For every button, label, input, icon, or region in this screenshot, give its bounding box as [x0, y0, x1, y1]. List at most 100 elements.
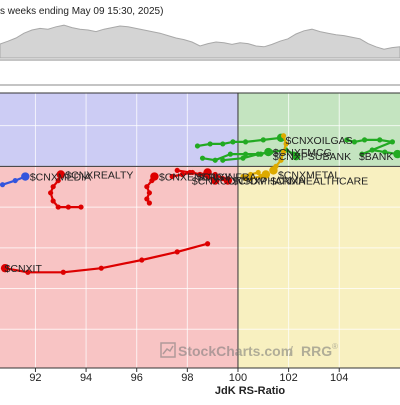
x-axis: 92 94 96 98 100 102 104	[29, 368, 348, 384]
center-lines	[0, 92, 400, 369]
series-trail	[0, 241, 211, 275]
series-point	[146, 200, 152, 206]
series-point	[187, 169, 193, 176]
series-point	[369, 147, 375, 153]
series-head-point	[223, 176, 233, 185]
series-point	[179, 171, 185, 178]
series-head-point	[393, 149, 400, 159]
series-trail	[0, 172, 30, 188]
series-point	[55, 177, 61, 184]
series-point	[230, 139, 236, 145]
quadrant-lagging	[0, 166, 238, 368]
series-labels: $CNXMEDIA$CNXREALTY $CNXIT $CNXOILGAS$CNXF…	[5, 135, 394, 275]
series-point	[361, 137, 368, 143]
series-head-point	[0, 263, 10, 273]
series-point	[146, 190, 152, 196]
series-trail	[194, 133, 286, 149]
series-point	[98, 265, 104, 271]
series-label: $CNXFMCG	[273, 147, 332, 159]
series-point	[194, 143, 201, 149]
series-label: $BANK	[359, 151, 393, 163]
benchmark-overview: s weeks ending May 09 15:30, 2025)	[0, 0, 400, 86]
series-head-point	[150, 172, 159, 181]
series-point	[144, 184, 150, 190]
series-head-point	[269, 166, 278, 175]
series-label: $CNXREALTY	[65, 169, 133, 181]
series-head-point	[56, 170, 65, 179]
x-axis-label: JdK RS-Ratio	[215, 385, 286, 397]
series-point	[212, 171, 218, 178]
stockcharts-logo-icon-line	[162, 345, 174, 355]
x-tick-label: 100	[229, 372, 247, 384]
watermark-product: RRG	[301, 343, 332, 359]
x-tick-label: 96	[131, 372, 143, 384]
series-label: $CNXOILGAS	[286, 135, 353, 147]
series-trail	[344, 137, 400, 159]
series-point	[248, 175, 254, 182]
series-point	[280, 149, 287, 155]
stockcharts-logo-icon	[160, 342, 176, 358]
x-tick-label: 104	[330, 372, 348, 384]
series-point	[12, 177, 18, 184]
series-point	[78, 204, 84, 210]
overview-area	[0, 24, 400, 59]
series-point	[144, 196, 150, 202]
series-point	[48, 190, 54, 196]
watermark-registered: ®	[332, 342, 338, 351]
series-label: $CNXPSUBANK	[273, 151, 351, 163]
series-point	[240, 155, 246, 161]
series-head-point	[210, 176, 220, 185]
series-point	[25, 269, 31, 275]
series-point	[204, 241, 211, 247]
series-point	[139, 257, 145, 263]
series-label: $CNXHEALTHCARE	[270, 176, 368, 188]
x-tick-label: 98	[181, 372, 193, 384]
series-point	[389, 139, 396, 145]
series-point	[283, 141, 289, 147]
x-tick-label: 94	[80, 372, 92, 384]
series-point	[55, 204, 61, 210]
series-point	[169, 173, 175, 180]
watermark: StockCharts.com / RRG ®	[160, 342, 338, 359]
series-label: $CNXINFRA	[197, 172, 257, 184]
series-label: $CNXPHARMA	[232, 176, 305, 188]
watermark-separator: /	[289, 343, 293, 359]
series-point	[0, 182, 6, 188]
series-label: $CNXCONSUM	[192, 176, 267, 188]
series-point	[174, 249, 180, 255]
series-point	[204, 173, 211, 180]
series-trail	[240, 169, 271, 182]
series-point	[377, 137, 383, 143]
watermark-brand: StockCharts.com	[178, 343, 293, 359]
series-point	[280, 133, 287, 139]
series-trail	[144, 172, 159, 206]
quadrant-improving	[0, 93, 238, 167]
series-point	[248, 171, 254, 178]
series-point	[344, 137, 350, 143]
series-point	[50, 198, 56, 204]
series-trail	[174, 167, 220, 185]
series-point	[278, 157, 284, 163]
series-point	[50, 184, 56, 190]
series-point	[351, 139, 358, 145]
rotation-trails	[0, 133, 400, 275]
chart-subtitle: s weeks ending May 09 15:30, 2025)	[0, 6, 163, 17]
series-label: $CNXENERGY	[159, 172, 231, 184]
series-point	[174, 167, 180, 174]
x-tick-label: 92	[29, 372, 41, 384]
series-point	[382, 149, 388, 155]
series-point	[220, 157, 226, 163]
series-point	[207, 141, 213, 147]
x-tick-label: 102	[279, 372, 297, 384]
series-label: $CNXMETAL	[278, 169, 340, 181]
series-head-point	[261, 170, 271, 179]
series-label: $CNXIT	[5, 263, 43, 275]
series-point	[220, 141, 226, 147]
series-point	[359, 151, 365, 157]
series-point	[260, 137, 266, 143]
series-point	[268, 149, 274, 155]
series-head-point	[292, 151, 301, 161]
series-trail	[212, 171, 233, 185]
